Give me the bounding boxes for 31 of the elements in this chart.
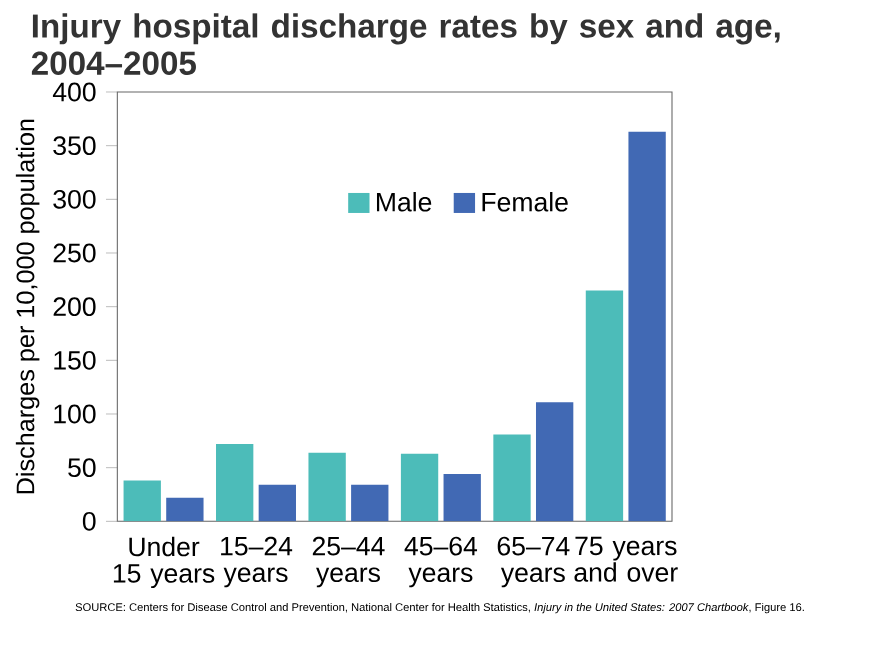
y-axis-title: Discharges per 10,000 population [15,119,40,494]
y-tick-label: 100 [54,404,96,424]
bar [258,484,296,522]
y-tick-label: 200 [53,297,96,317]
bar [400,453,439,522]
bar [493,434,531,522]
x-tick-label: 15–24 years [221,536,293,588]
y-tick-label: 350 [53,136,96,156]
x-tick-label: 45–64 years [404,536,478,588]
chart-title: Injury hospital discharge rates by sex and age, 2004–2005 [31,13,780,75]
bar [166,497,204,522]
y-tick-label: 300 [53,189,96,209]
bar [351,484,389,522]
x-tick-label: 65–74 years [497,536,570,588]
bar [216,444,254,522]
legend-label: Male [376,192,432,212]
y-tick-label: 0 [82,511,96,531]
y-tick-label: 400 [52,82,96,102]
y-tick-label: 150 [54,350,96,370]
bar [535,402,574,522]
bar [585,290,624,522]
legend-label: Female [482,192,568,212]
x-tick-label: 75 years and over [574,536,678,582]
y-tick-label: 250 [53,243,96,263]
bar [123,480,161,522]
bar [628,131,666,522]
x-tick-label: 25–44 years [312,536,385,588]
bar [308,452,346,522]
x-tick-label: Under 15 years [113,536,215,589]
bar [443,474,481,522]
y-tick-label: 50 [68,458,96,478]
